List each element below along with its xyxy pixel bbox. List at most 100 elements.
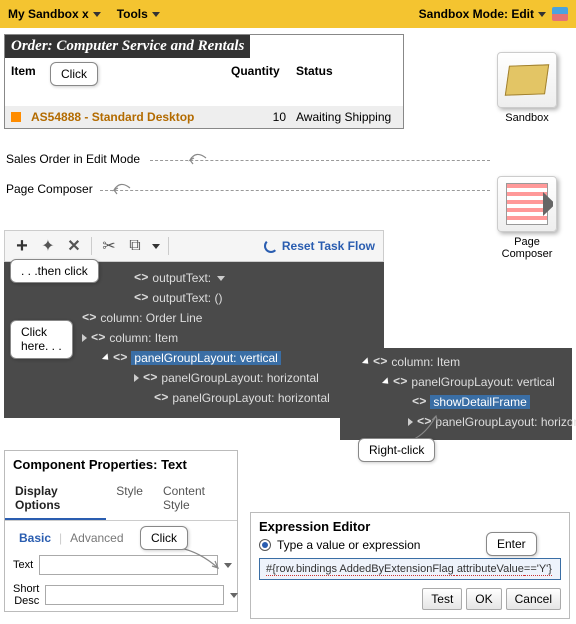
expand-icon[interactable] bbox=[134, 374, 139, 382]
callout-enter: Enter bbox=[486, 532, 537, 556]
tab-style[interactable]: Style bbox=[106, 478, 153, 520]
table-row[interactable]: AS54888 - Standard Desktop 10 Awaiting S… bbox=[5, 106, 403, 128]
tree-label: outputText: bbox=[152, 271, 211, 285]
cancel-button[interactable]: Cancel bbox=[506, 588, 561, 610]
callout-click: Click bbox=[50, 62, 98, 86]
tree-label: column: Order Line bbox=[100, 311, 202, 325]
row-item: AS54888 - Standard Desktop bbox=[31, 110, 194, 124]
tab-content-style[interactable]: Content Style bbox=[153, 478, 237, 520]
props-title: Component Properties: Text bbox=[5, 451, 237, 478]
expr-buttons: Test OK Cancel bbox=[259, 588, 561, 610]
expression-input[interactable]: #{row.bindings AddedByExtensionFlag attr… bbox=[259, 558, 561, 580]
tools-menu[interactable]: Tools bbox=[117, 7, 160, 21]
settings-button[interactable]: ✦ bbox=[39, 237, 57, 255]
cut-button[interactable]: ✂ bbox=[100, 237, 118, 255]
callout-click-here-text: Click here. . . bbox=[21, 325, 62, 353]
collapse-icon[interactable] bbox=[102, 353, 111, 362]
code-icon: <> bbox=[412, 395, 426, 409]
sandbox-menu[interactable]: My Sandbox x bbox=[8, 7, 101, 21]
callout-arrow bbox=[178, 546, 222, 572]
tree-label-selected: showDetailFrame bbox=[430, 395, 529, 409]
order-title: Order: Computer Service and Rentals bbox=[5, 35, 250, 58]
callout-click-text: Click bbox=[61, 67, 87, 81]
delete-button[interactable]: ✕ bbox=[65, 237, 83, 255]
add-button[interactable]: + bbox=[13, 237, 31, 255]
subtab-basic[interactable]: Basic bbox=[13, 529, 57, 547]
callout-click2: Click bbox=[140, 526, 188, 550]
tree-label: column: Item bbox=[109, 331, 178, 345]
tree-label-selected: panelGroupLayout: vertical bbox=[131, 351, 280, 365]
tab-display-options[interactable]: Display Options bbox=[5, 478, 106, 520]
composer-label: Page Composer bbox=[490, 236, 564, 260]
subtab-advanced[interactable]: Advanced bbox=[64, 529, 129, 547]
sandbox-label: Sandbox bbox=[490, 112, 564, 124]
code-icon: <> bbox=[143, 371, 157, 385]
code-icon: <> bbox=[82, 311, 96, 325]
expression-editor: Expression Editor Type a value or expres… bbox=[250, 512, 570, 619]
dropdown-icon[interactable] bbox=[230, 593, 238, 598]
tree-label: panelGroupLayout: horizontal bbox=[172, 391, 329, 405]
topbar-left: My Sandbox x Tools bbox=[8, 7, 160, 21]
code-icon: <> bbox=[91, 331, 105, 345]
callout-click-here: Click here. . . bbox=[10, 320, 73, 359]
reset-icon bbox=[264, 239, 278, 253]
topbar-right: Sandbox Mode: Edit bbox=[419, 7, 568, 21]
tools-menu-label: Tools bbox=[117, 7, 148, 21]
code-icon: <> bbox=[134, 291, 148, 305]
test-button[interactable]: Test bbox=[422, 588, 462, 610]
page-composer-label: Page Composer bbox=[4, 182, 95, 196]
mode-label: Sandbox Mode: Edit bbox=[419, 7, 534, 21]
tree-node[interactable]: <> showDetailFrame bbox=[340, 392, 572, 412]
code-icon: <> bbox=[373, 355, 387, 369]
radio-type-value[interactable] bbox=[259, 539, 271, 551]
component-tree-2: <> column: Item <>panelGroupLayout: verti… bbox=[340, 348, 572, 440]
tree-node[interactable]: <> outputText: () bbox=[4, 288, 384, 308]
tree-label: panelGroupLayout: horizontal bbox=[161, 371, 318, 385]
code-icon: <> bbox=[113, 351, 127, 365]
col-item-label: Item bbox=[11, 64, 36, 78]
arrow-icon bbox=[112, 182, 132, 196]
dashed-line bbox=[100, 190, 490, 191]
collapse-icon[interactable] bbox=[382, 377, 391, 386]
separator bbox=[91, 237, 92, 255]
col-status-label: Status bbox=[296, 64, 397, 78]
reset-label: Reset Task Flow bbox=[282, 239, 375, 253]
arrow-icon bbox=[188, 152, 208, 166]
tree-node[interactable]: <> column: Item bbox=[340, 352, 572, 372]
callout-then-click: . . .then click bbox=[10, 259, 99, 283]
reset-task-flow[interactable]: Reset Task Flow bbox=[264, 239, 375, 253]
dropdown-icon bbox=[93, 12, 101, 17]
tree-node[interactable]: <> panelGroupLayout: horizontal bbox=[4, 388, 384, 408]
separator bbox=[168, 237, 169, 255]
prop-shortdesc-input[interactable] bbox=[45, 585, 224, 605]
callout-enter-text: Enter bbox=[497, 537, 526, 551]
dropdown-icon bbox=[538, 12, 546, 17]
prop-shortdesc-row: Short Desc bbox=[5, 579, 237, 611]
dropdown-icon[interactable] bbox=[152, 244, 160, 249]
flag-icon[interactable] bbox=[552, 7, 568, 21]
sandbox-card[interactable]: Sandbox bbox=[490, 52, 564, 124]
col-qty-label: Quantity bbox=[231, 64, 296, 78]
callout-right-click-text: Right-click bbox=[369, 443, 424, 457]
dropdown-icon[interactable] bbox=[224, 563, 232, 568]
tree-label: column: Item bbox=[391, 355, 460, 369]
composer-card[interactable]: Page Composer bbox=[490, 176, 564, 260]
collapse-icon[interactable] bbox=[362, 357, 371, 366]
callout-click2-text: Click bbox=[151, 531, 177, 545]
tree-label: outputText: () bbox=[152, 291, 222, 305]
copy-button[interactable]: ⧉ bbox=[126, 237, 144, 255]
tree-label: panelGroupLayout: horizontal bbox=[435, 415, 576, 429]
mode-menu[interactable]: Sandbox Mode: Edit bbox=[419, 7, 546, 21]
row-qty: 10 bbox=[231, 110, 296, 124]
ok-button[interactable]: OK bbox=[466, 588, 501, 610]
chevron-down-icon bbox=[217, 276, 225, 281]
tree-node[interactable]: <>panelGroupLayout: vertical bbox=[340, 372, 572, 392]
tree-node[interactable]: <>panelGroupLayout: horizontal bbox=[340, 412, 572, 432]
expand-icon[interactable] bbox=[82, 334, 87, 342]
row-status: Awaiting Shipping bbox=[296, 110, 397, 124]
code-icon: <> bbox=[154, 391, 168, 405]
sandbox-icon bbox=[497, 52, 557, 108]
code-icon: <> bbox=[134, 271, 148, 285]
code-icon: <> bbox=[393, 375, 407, 389]
tree-node[interactable]: <> panelGroupLayout: horizontal bbox=[4, 368, 384, 388]
